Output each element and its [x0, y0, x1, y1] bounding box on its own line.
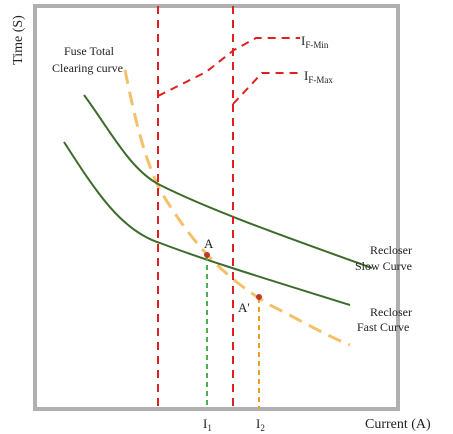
point-a	[204, 252, 210, 258]
recloser-slow-label-line1: Recloser	[370, 243, 412, 257]
i1-label-main: I	[203, 416, 207, 431]
if-max-label-sub: F-Max	[308, 75, 333, 85]
if-min-label: IF-Min	[301, 33, 329, 50]
i1-label: I1	[203, 416, 212, 433]
if-min-step-line	[157, 37, 300, 97]
fuse-label-line1: Fuse Total	[64, 44, 115, 58]
if-max-step-line	[232, 72, 302, 105]
if-min-label-main: I	[301, 33, 305, 48]
recloser-slow-curve	[83, 94, 373, 269]
recloser-slow-label-line2: Slow Curve	[355, 259, 412, 273]
plot-frame	[33, 4, 400, 411]
if-min-label-sub: F-Min	[305, 40, 329, 50]
recloser-fast-curve	[63, 141, 351, 306]
fuse-label-line2: Clearing curve	[52, 61, 123, 75]
i2-label: I2	[256, 416, 265, 433]
i2-label-main: I	[256, 416, 260, 431]
i1-label-sub: 1	[207, 423, 212, 433]
x-axis-label: Current (A)	[365, 417, 431, 432]
if-max-label: IF-Max	[304, 68, 333, 85]
fuse-total-clearing-curve	[123, 69, 351, 347]
point-a-label: A	[204, 236, 214, 251]
recloser-fast-label-line2: Fast Curve	[357, 320, 409, 334]
if-max-label-main: I	[304, 68, 308, 83]
point-a-prime	[256, 294, 262, 300]
recloser-fast-label-line1: Recloser	[370, 305, 412, 319]
point-a-prime-label: A'	[238, 300, 250, 315]
i2-label-sub: 2	[260, 423, 265, 433]
y-axis-label: Time (S)	[11, 15, 26, 65]
